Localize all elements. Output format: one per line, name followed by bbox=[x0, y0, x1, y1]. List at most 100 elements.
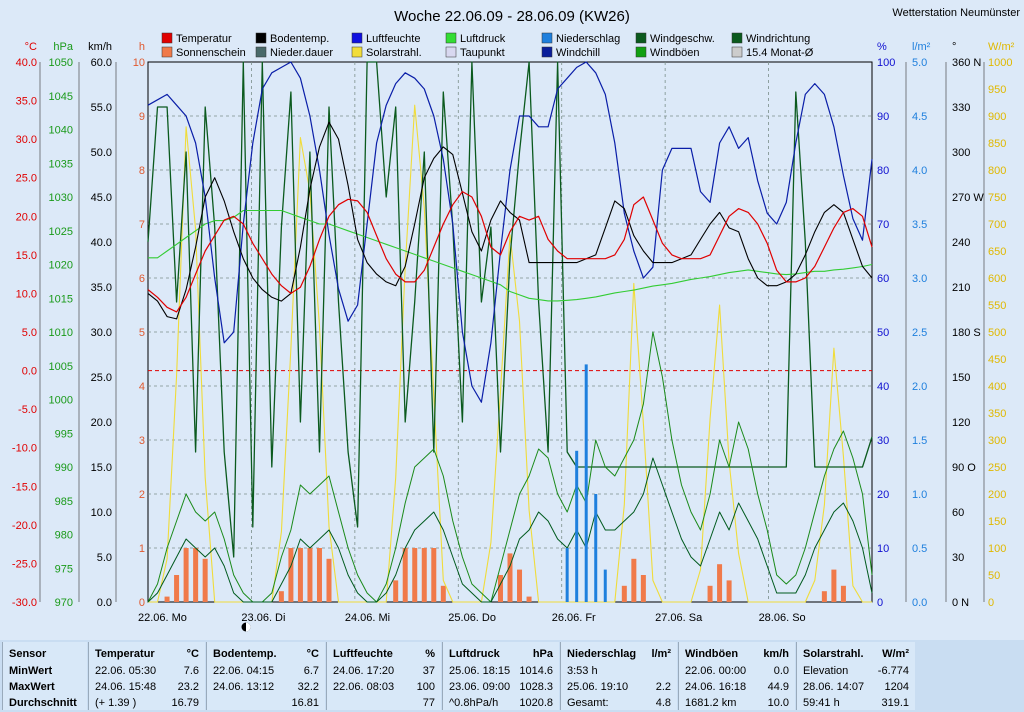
axis-tick-solar: 50 bbox=[988, 570, 1000, 582]
stats-cell-value: 100 bbox=[416, 681, 435, 693]
axis-tick-direction: 330 bbox=[952, 102, 970, 114]
x-axis-label: 23.06. Di bbox=[241, 612, 285, 624]
legend-swatch bbox=[161, 46, 173, 58]
stats-column: Temperatur °C 22.06. 05:30 7.6 24.06. 15:48 2… bbox=[88, 642, 205, 710]
axis-tick-humidity: 40 bbox=[877, 381, 889, 393]
stats-cell-value: 1020.8 bbox=[519, 697, 553, 709]
axis-tick-solar: 350 bbox=[988, 408, 1006, 420]
stats-title: Luftfeuchte bbox=[333, 648, 393, 660]
sunshine-bar bbox=[831, 569, 837, 602]
weather-chart: Woche 22.06.09 - 28.06.09 (KW26) Wetters… bbox=[0, 0, 1024, 640]
stats-cell-label: 1681.2 km bbox=[685, 697, 737, 709]
axis-tick-temperature: 15.0 bbox=[16, 250, 37, 262]
legend-swatch bbox=[161, 32, 173, 44]
axis-tick-hours: 9 bbox=[139, 111, 145, 123]
axis-tick-pressure: 980 bbox=[55, 530, 73, 542]
axis-tick-rain: 1.0 bbox=[912, 489, 927, 501]
series-line-luftfeuchte bbox=[147, 61, 873, 403]
legend-swatch bbox=[255, 46, 267, 58]
axis-unit-hours: h bbox=[139, 41, 145, 53]
series-line-bodentemp bbox=[147, 121, 873, 320]
sunshine-bar bbox=[631, 558, 637, 602]
axis-tick-direction: 180 S bbox=[952, 327, 981, 339]
stats-cell-label: 24.06. 15:48 bbox=[95, 681, 157, 693]
sunshine-bar bbox=[288, 548, 294, 602]
axis-tick-solar: 1000 bbox=[988, 57, 1012, 69]
stats-cell-label: 28.06. 14:07 bbox=[803, 681, 865, 693]
axis-tick-temperature: 20.0 bbox=[16, 211, 37, 223]
stats-header: Solarstrahl. W/m² bbox=[803, 646, 909, 662]
axis-tick-hours: 1 bbox=[139, 543, 145, 555]
stats-cell-label: 24.06. 13:12 bbox=[213, 681, 275, 693]
axis-tick-solar: 450 bbox=[988, 354, 1006, 366]
axis-tick-pressure: 1005 bbox=[49, 361, 73, 373]
stats-cell-label: Elevation bbox=[803, 665, 849, 677]
legend-label: Sonnenschein bbox=[176, 47, 246, 59]
axis-tick-wind: 45.0 bbox=[91, 192, 112, 204]
axis-tick-pressure: 1015 bbox=[49, 293, 73, 305]
axis-tick-humidity: 10 bbox=[877, 543, 889, 555]
sunshine-bar bbox=[316, 548, 322, 602]
legend-label: Bodentemp. bbox=[270, 33, 329, 45]
stats-cell-label: 22.06. 00:00 bbox=[685, 665, 747, 677]
axis-unit-solar: W/m² bbox=[988, 41, 1015, 53]
legend-swatch bbox=[445, 46, 457, 58]
axis-tick-temperature: -15.0 bbox=[12, 481, 37, 493]
station-name: Wetterstation Neumünster bbox=[892, 7, 1020, 19]
x-axis-label: 22.06. Mo bbox=[138, 612, 187, 624]
axis-tick-pressure: 1040 bbox=[49, 125, 73, 137]
legend-label: Taupunkt bbox=[460, 47, 505, 59]
chart-title: Woche 22.06.09 - 28.06.09 (KW26) bbox=[394, 8, 630, 25]
stats-row: 59:41 h 319.1 bbox=[803, 695, 909, 711]
chart-series bbox=[147, 61, 873, 603]
stats-unit: km/h bbox=[763, 648, 789, 660]
legend-swatch bbox=[351, 46, 363, 58]
rain-bar bbox=[575, 450, 579, 602]
axis-tick-direction: 210 bbox=[952, 282, 970, 294]
legend-label: Niederschlag bbox=[556, 33, 620, 45]
stats-row: 24.06. 15:48 23.2 bbox=[95, 679, 199, 695]
stats-unit: °C bbox=[306, 648, 319, 660]
axis-tick-direction: 0 N bbox=[952, 597, 969, 609]
series-line-temperatur bbox=[147, 191, 873, 313]
legend-label: Windchill bbox=[556, 47, 600, 59]
stats-header: Luftdruck hPa bbox=[449, 646, 553, 662]
stats-cell-value: 10.0 bbox=[767, 697, 789, 709]
axis-tick-direction: 270 W bbox=[952, 192, 984, 204]
stats-cell-label: 3:53 h bbox=[567, 665, 598, 677]
axis-tick-wind: 55.0 bbox=[91, 102, 112, 114]
x-axis-label: 27.06. Sa bbox=[655, 612, 703, 624]
axis-tick-humidity: 80 bbox=[877, 165, 889, 177]
sunshine-bar bbox=[412, 548, 418, 602]
stats-cell-label: 23.06. 09:00 bbox=[449, 681, 511, 693]
stats-row: MinWert bbox=[9, 663, 81, 679]
stats-row: 22.06. 04:15 6.7 bbox=[213, 663, 319, 679]
sunshine-bar bbox=[164, 596, 170, 602]
axis-tick-direction: 90 O bbox=[952, 462, 976, 474]
axis-tick-solar: 550 bbox=[988, 300, 1006, 312]
sunshine-bar bbox=[307, 548, 313, 602]
stats-cell-value: 44.9 bbox=[767, 681, 789, 693]
axis-tick-rain: 3.0 bbox=[912, 273, 927, 285]
axis-tick-rain: 1.5 bbox=[912, 435, 927, 447]
x-axis-label: 28.06. So bbox=[759, 612, 806, 624]
stats-cell-value: 1204 bbox=[884, 681, 909, 693]
axis-tick-direction: 120 bbox=[952, 417, 970, 429]
axis-tick-solar: 400 bbox=[988, 381, 1006, 393]
sunshine-bar bbox=[707, 585, 713, 602]
axis-tick-humidity: 30 bbox=[877, 435, 889, 447]
axis-tick-pressure: 995 bbox=[55, 428, 73, 440]
stats-header: Niederschlag l/m² bbox=[567, 646, 671, 662]
axis-tick-rain: 5.0 bbox=[912, 57, 927, 69]
sunshine-bar bbox=[431, 548, 437, 602]
stats-cell-label: 24.06. 17:20 bbox=[333, 665, 395, 677]
axis-tick-rain: 2.0 bbox=[912, 381, 927, 393]
axis-unit-humidity: % bbox=[877, 41, 887, 53]
sunshine-bar bbox=[402, 548, 408, 602]
sunshine-bar bbox=[174, 575, 180, 602]
axis-tick-humidity: 0 bbox=[877, 597, 883, 609]
sunshine-bar bbox=[421, 548, 427, 602]
stats-row: 24.06. 13:12 32.2 bbox=[213, 679, 319, 695]
stats-row: 77 bbox=[333, 695, 435, 711]
axis-tick-solar: 750 bbox=[988, 192, 1006, 204]
